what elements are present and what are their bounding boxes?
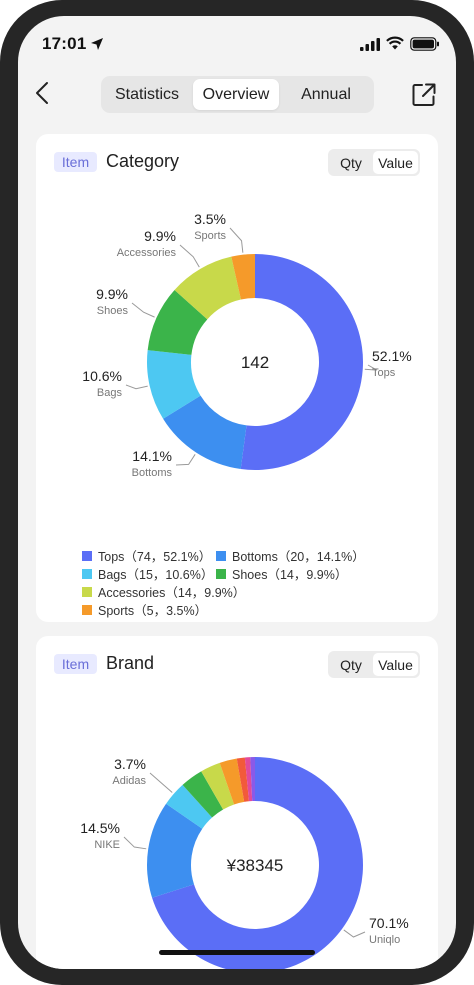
toggle-value[interactable]: Value bbox=[373, 151, 418, 174]
category-card: Item Category Qty Value 142 52.1% Tops 14.1… bbox=[36, 134, 438, 622]
legend-item[interactable]: Accessories（14，9.9%） bbox=[82, 582, 245, 601]
legend-label: Tops（74，52.1%） bbox=[98, 550, 212, 564]
label-leader-line bbox=[149, 772, 173, 793]
qty-value-toggle: Qty Value bbox=[328, 149, 420, 176]
donut-slice bbox=[236, 757, 249, 802]
slice-percent-label: 10.6% bbox=[82, 368, 122, 384]
legend-item[interactable]: Tops（74，52.1%） bbox=[82, 546, 211, 565]
item-tag: Item bbox=[54, 152, 97, 172]
slice-percent-label: 9.9% bbox=[96, 286, 128, 302]
slice-name-label: Bags bbox=[97, 387, 123, 399]
label-leader-line bbox=[123, 836, 147, 850]
donut-slice bbox=[244, 757, 253, 802]
slice-percent-label: 14.1% bbox=[132, 448, 172, 464]
legend-swatch bbox=[82, 586, 92, 597]
slice-name-label: Bottoms bbox=[132, 467, 173, 479]
location-arrow-icon bbox=[91, 38, 103, 50]
donut-center-total: 142 bbox=[241, 353, 269, 372]
label-leader-line bbox=[364, 364, 377, 371]
slice-percent-label: 3.7% bbox=[114, 756, 146, 772]
label-leader-line bbox=[229, 227, 244, 253]
chevron-left-icon bbox=[36, 82, 48, 104]
slice-percent-label: 52.1% bbox=[372, 348, 412, 364]
donut-slice bbox=[166, 784, 213, 829]
legend-label: Bottoms（20，14.1%） bbox=[232, 550, 365, 564]
slice-name-label: Accessories bbox=[117, 247, 177, 259]
donut-center-total: ¥38345 bbox=[226, 856, 284, 875]
label-leader-line bbox=[179, 244, 200, 268]
donut-slice bbox=[250, 757, 255, 802]
toggle-qty[interactable]: Qty bbox=[340, 154, 362, 171]
status-time: 17:01 bbox=[42, 34, 87, 53]
qty-value-toggle: Qty Value bbox=[328, 651, 420, 678]
category-donut-chart: 142 52.1% Tops 14.1% Bottoms 10.6% Bags 9.9% Sho… bbox=[82, 211, 412, 479]
donut-slice bbox=[163, 395, 247, 470]
slice-name-label: Adidas bbox=[112, 775, 146, 787]
view-switcher: Statistics Overview Annual bbox=[101, 76, 374, 113]
slice-name-label: Shoes bbox=[97, 305, 129, 317]
export-icon[interactable] bbox=[411, 82, 437, 108]
legend-swatch bbox=[82, 568, 92, 579]
status-bar: 17:01 bbox=[18, 16, 456, 72]
toggle-qty[interactable]: Qty bbox=[340, 656, 362, 673]
donut-slice bbox=[147, 289, 208, 355]
back-button[interactable] bbox=[30, 78, 54, 108]
legend-item[interactable]: Bags（15，10.6%） bbox=[82, 564, 213, 583]
cellular-signal-icon bbox=[360, 38, 380, 51]
legend-swatch bbox=[216, 550, 226, 561]
legend-swatch bbox=[82, 550, 92, 561]
donut-slice bbox=[147, 350, 201, 419]
tab-overview[interactable]: Overview bbox=[193, 79, 279, 110]
donut-slice bbox=[231, 254, 255, 300]
item-tag: Item bbox=[54, 654, 97, 674]
legend-label: Sports（5，3.5%） bbox=[98, 604, 208, 618]
legend-label: Bags（15，10.6%） bbox=[98, 568, 214, 582]
legend-item[interactable]: Bottoms（20，14.1%） bbox=[216, 546, 365, 565]
tab-annual[interactable]: Annual bbox=[301, 85, 351, 103]
slice-name-label: Tops bbox=[372, 367, 396, 379]
label-leader-line bbox=[343, 929, 366, 938]
legend-label: Shoes（14，9.9%） bbox=[232, 568, 348, 582]
slice-name-label: NIKE bbox=[94, 839, 120, 851]
legend-item[interactable]: Shoes（14，9.9%） bbox=[216, 564, 347, 583]
slice-name-label: Uniqlo bbox=[369, 934, 400, 946]
donut-slice bbox=[182, 771, 224, 818]
donut-slice bbox=[152, 757, 363, 969]
slice-percent-label: 70.1% bbox=[369, 915, 409, 931]
donut-slice bbox=[174, 256, 241, 320]
label-leader-line bbox=[125, 384, 148, 390]
toggle-value[interactable]: Value bbox=[373, 653, 418, 676]
donut-slice bbox=[219, 758, 245, 805]
card-title: Category bbox=[106, 151, 180, 171]
legend-swatch bbox=[82, 604, 92, 615]
wifi-icon bbox=[386, 36, 404, 50]
brand-card: Item Brand Qty Value ¥38345 70.1% Uniqlo 14… bbox=[36, 636, 438, 969]
battery-icon bbox=[410, 37, 439, 51]
donut-slice bbox=[201, 762, 235, 810]
label-leader-line bbox=[175, 454, 196, 466]
home-indicator bbox=[159, 950, 315, 955]
tab-statistics[interactable]: Statistics bbox=[114, 85, 179, 103]
legend-swatch bbox=[216, 568, 226, 579]
slice-name-label: Sports bbox=[194, 230, 226, 242]
label-leader-line bbox=[131, 302, 155, 318]
screen: 17:01 bbox=[18, 16, 456, 969]
donut-slice bbox=[147, 803, 203, 898]
donut-slice bbox=[240, 254, 364, 471]
brand-donut-chart: ¥38345 70.1% Uniqlo 14.5% NIKE 3.7% Adidas bbox=[80, 756, 409, 969]
slice-percent-label: 14.5% bbox=[80, 820, 120, 836]
legend-label: Accessories（14，9.9%） bbox=[98, 586, 246, 600]
legend-item[interactable]: Sports（5，3.5%） bbox=[82, 600, 207, 619]
card-title: Brand bbox=[106, 653, 155, 673]
slice-percent-label: 9.9% bbox=[144, 228, 176, 244]
slice-percent-label: 3.5% bbox=[194, 211, 226, 227]
